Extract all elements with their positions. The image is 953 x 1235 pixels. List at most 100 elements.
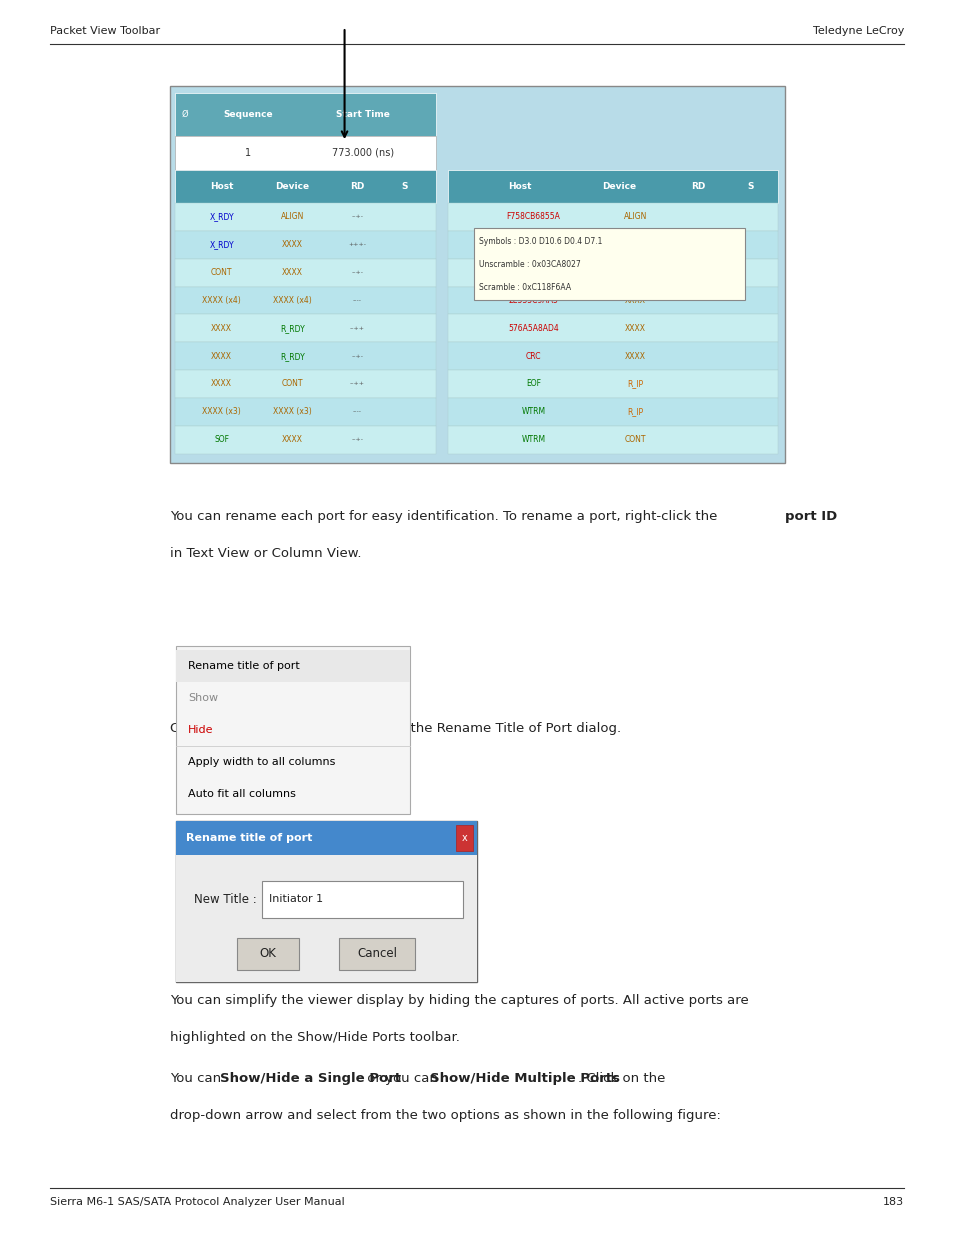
Text: Device: Device [274,182,309,191]
Text: Rename title of port: Rename title of port [214,722,366,736]
Bar [447,258,777,287]
Text: Show: Show [188,693,218,703]
Bar [170,86,784,463]
Bar [447,231,777,258]
Text: X_RDY: X_RDY [209,241,233,249]
Bar [174,342,436,370]
Text: S: S [747,182,754,191]
Text: --+-: --+- [352,215,363,220]
Text: R_RDY: R_RDY [279,352,304,361]
Text: XXXX: XXXX [624,296,645,305]
Bar [447,426,777,453]
Bar [338,937,415,969]
Bar [174,287,436,315]
Text: Host: Host [508,182,532,191]
Bar [174,136,436,170]
Text: XXXX (x4): XXXX (x4) [273,296,312,305]
Text: Scramble : 0xC118F6AA: Scramble : 0xC118F6AA [478,283,570,291]
Text: R_IP: R_IP [627,408,643,416]
Bar [176,650,410,682]
Text: You can: You can [170,1072,225,1086]
Bar [456,825,473,851]
Text: XXXX (x3): XXXX (x3) [202,408,241,416]
Text: Initiator 1: Initiator 1 [269,894,323,904]
Bar [447,370,777,398]
Text: 2E535C9AA5: 2E535C9AA5 [508,296,558,305]
Text: Show/Hide a Single Port: Show/Hide a Single Port [220,1072,401,1086]
Text: Host: Host [210,182,233,191]
Bar [176,646,410,814]
Text: ----: ---- [353,298,362,303]
Text: AC5796...: AC5796... [515,241,551,249]
Text: highlighted on the Show/Hide Ports toolbar.: highlighted on the Show/Hide Ports toolb… [170,1031,459,1045]
Text: CRC: CRC [525,352,540,361]
Bar [447,203,777,231]
Bar [176,821,476,855]
Text: 669D468...: 669D468... [512,268,554,277]
Bar [447,287,777,315]
Text: XXXX: XXXX [624,352,645,361]
Text: drop-down arrow and select from the two options as shown in the following figure: drop-down arrow and select from the two … [170,1109,720,1123]
Text: XXXX: XXXX [281,435,302,445]
Text: XXXX: XXXX [211,352,232,361]
Text: 1: 1 [245,148,251,158]
Text: port ID: port ID [784,510,837,524]
Text: SOF: SOF [213,435,229,445]
Text: --+-: --+- [352,353,363,358]
Bar [174,258,436,287]
Text: XXXX: XXXX [211,379,232,389]
Text: --+-: --+- [352,437,363,442]
Bar [174,426,436,453]
Text: Cancel: Cancel [356,947,396,961]
Text: Packet View Toolbar: Packet View Toolbar [50,26,159,36]
Text: XXXX (x3): XXXX (x3) [273,408,312,416]
Text: OK: OK [259,947,275,961]
Text: --++: --++ [350,382,365,387]
Text: . Click on the: . Click on the [578,1072,665,1086]
Text: You can rename each port for easy identification. To rename a port, right-click : You can rename each port for easy identi… [170,510,720,524]
Text: ALIGN: ALIGN [623,212,647,221]
Bar [447,170,777,203]
Text: Unscramble : 0x03CA8027: Unscramble : 0x03CA8027 [478,259,579,269]
Text: 576A5A8AD4: 576A5A8AD4 [507,324,558,332]
Text: Hide: Hide [188,725,213,735]
Bar [447,398,777,426]
Text: S: S [401,182,408,191]
Text: Symbols : D3.0 D10.6 D0.4 D7.1: Symbols : D3.0 D10.6 D0.4 D7.1 [478,237,601,246]
Text: 183: 183 [882,1197,903,1207]
Text: XXXX: XXXX [624,324,645,332]
Text: WTRM: WTRM [520,408,545,416]
Text: Choose: Choose [170,722,223,736]
Text: ALIGN: ALIGN [280,212,304,221]
Bar [174,398,436,426]
Text: XXXX: XXXX [281,268,302,277]
Text: +++-: +++- [348,242,366,247]
Bar [447,342,777,370]
Bar [174,203,436,231]
Text: RD: RD [350,182,364,191]
Text: RD: RD [690,182,705,191]
Text: Sierra M6-1 SAS/SATA Protocol Analyzer User Manual: Sierra M6-1 SAS/SATA Protocol Analyzer U… [50,1197,344,1207]
Text: 773.000 (ns): 773.000 (ns) [332,148,394,158]
Text: XXXX: XXXX [211,324,232,332]
Text: R_RDY: R_RDY [279,324,304,332]
Text: Device: Device [601,182,636,191]
Bar [176,855,476,982]
Bar [262,881,462,918]
Text: XXXX (x4): XXXX (x4) [202,296,241,305]
Text: F758CB6855A: F758CB6855A [506,212,559,221]
Text: X_RDY: X_RDY [209,212,233,221]
Text: or you can: or you can [363,1072,442,1086]
Text: --+-: --+- [352,270,363,275]
Text: R_IP: R_IP [627,379,643,389]
Text: Rename title of port: Rename title of port [186,834,312,844]
Text: ----: ---- [353,409,362,414]
Text: Rename title of port: Rename title of port [188,661,299,671]
Text: Apply width to all columns: Apply width to all columns [188,757,335,767]
Text: Show/Hide Multiple Ports: Show/Hide Multiple Ports [430,1072,619,1086]
Text: Ø: Ø [181,110,188,119]
Text: New Title :: New Title : [193,893,256,906]
Text: in Text View or Column View.: in Text View or Column View. [170,547,361,561]
Text: x: x [461,834,467,844]
Bar [174,370,436,398]
